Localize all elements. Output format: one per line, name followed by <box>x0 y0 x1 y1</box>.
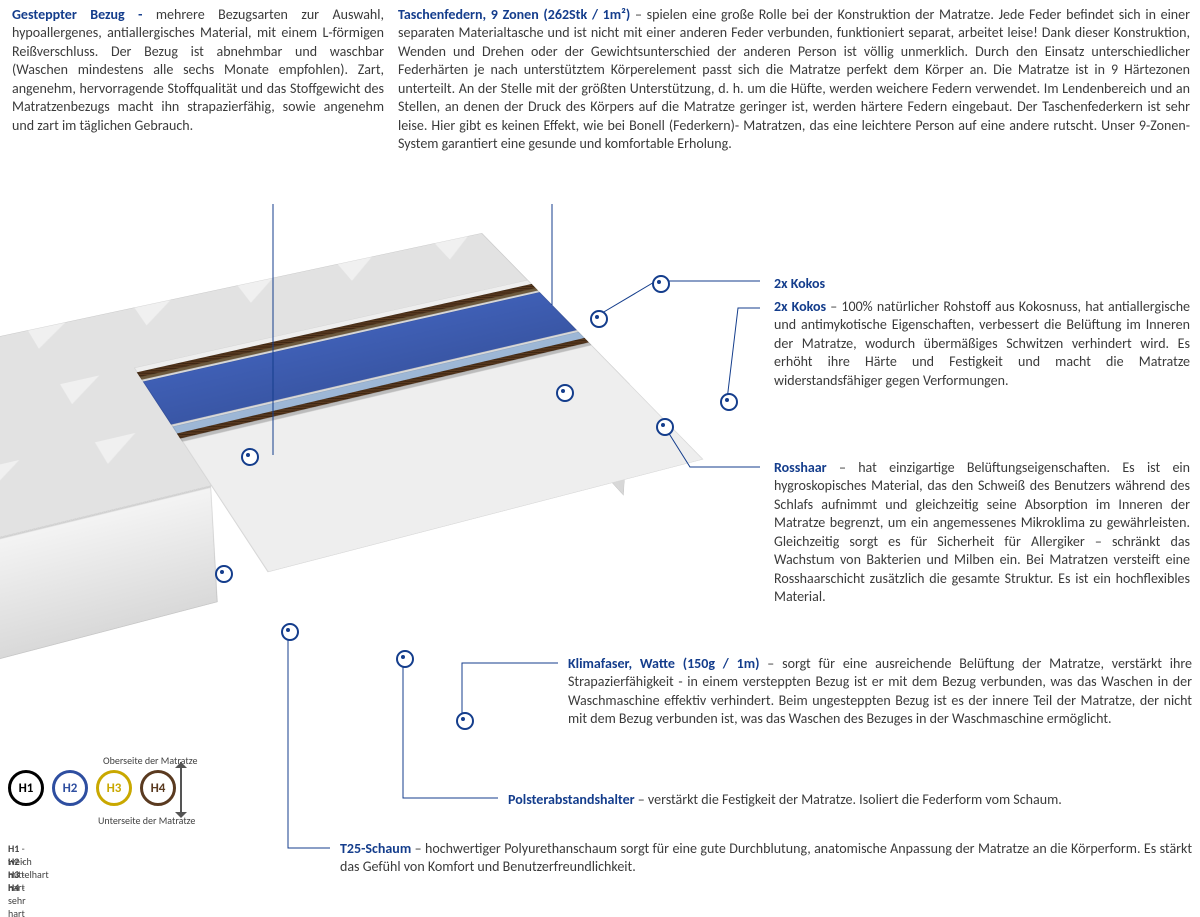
mattress-illustration <box>10 260 760 760</box>
marker-federn <box>556 384 574 402</box>
bezug-body: mehrere Bezugsarten zur Auswahl, hypoall… <box>12 6 384 134</box>
t25-title: T25-Schaum <box>340 840 415 857</box>
legend-ring-h4: H4 <box>140 770 176 806</box>
polster-body: verstärkt die Festigkeit der Matratze. I… <box>648 791 1062 808</box>
marker-kokos-bottom <box>720 393 738 411</box>
taschenfedern-body: spielen eine große Rolle bei der Konstru… <box>398 6 1190 152</box>
bezug-title: Gesteppter Bezug - <box>12 6 156 23</box>
marker-bezug-top <box>241 448 259 466</box>
taschenfedern-title: Taschenfedern, 9 Zonen (262Stk / 1m²) <box>398 6 635 23</box>
rosshaar-body: hat einzigartige Belüftungseigenschaften… <box>774 459 1190 605</box>
legend-ring-h2: H2 <box>52 770 88 806</box>
marker-polster <box>396 650 414 668</box>
marker-rosshaar <box>656 418 674 436</box>
marker-kokos-top2 <box>652 275 670 293</box>
polster-title: Polsterabstandshalter <box>508 791 638 808</box>
section-bezug: Gesteppter Bezug - mehrere Bezugsarten z… <box>12 6 384 135</box>
section-kokos: 2x Kokos – 100% natürlicher Rohstoff aus… <box>774 298 1190 390</box>
section-polster: Polsterabstandshalter – verstärkt die Fe… <box>508 791 1192 809</box>
sep: – <box>635 6 647 23</box>
sep: – <box>830 298 841 315</box>
t25-body: hochwertiger Polyurethanschaum sorgt für… <box>340 840 1192 875</box>
section-t25: T25-Schaum – hochwertiger Polyurethansch… <box>340 840 1192 877</box>
sep: – <box>638 791 648 808</box>
kokos-heading: 2x Kokos <box>774 275 974 293</box>
marker-kokos-top <box>590 310 608 328</box>
legend-ring-h3: H3 <box>96 770 132 806</box>
legend-key-h4: H4 - sehr hart <box>8 881 26 917</box>
marker-bezug-side <box>215 565 233 583</box>
marker-klimafaser <box>456 712 474 730</box>
sep: – <box>839 459 858 476</box>
section-taschenfedern: Taschenfedern, 9 Zonen (262Stk / 1m²) – … <box>398 6 1190 154</box>
legend-ring-h1: H1 <box>8 770 44 806</box>
kokos-title: 2x Kokos <box>774 298 830 315</box>
sep: – <box>767 655 782 672</box>
section-rosshaar: Rosshaar – hat einzigartige Belüftungsei… <box>774 459 1190 607</box>
legend-bottom-label: Unterseite der Matratze <box>98 814 195 827</box>
rosshaar-title: Rosshaar <box>774 459 839 476</box>
sep: – <box>415 840 425 857</box>
marker-t25 <box>281 623 299 641</box>
